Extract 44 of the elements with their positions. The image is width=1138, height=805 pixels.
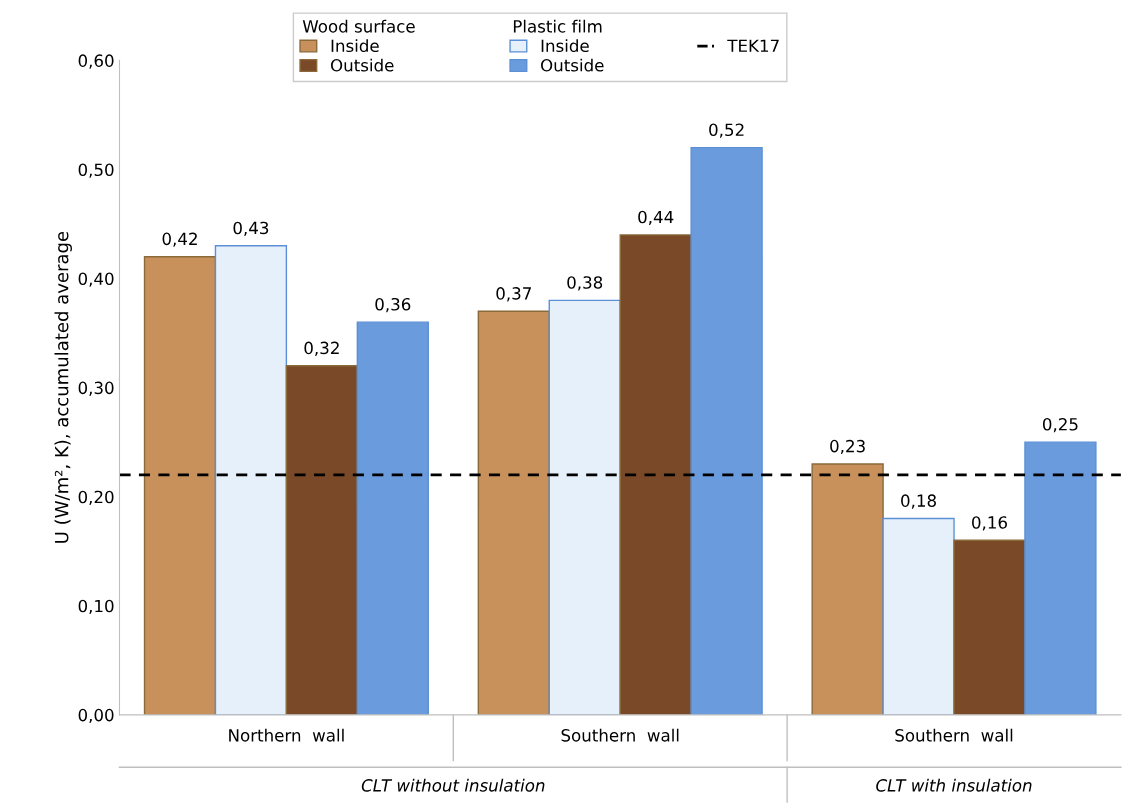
bar xyxy=(1024,441,1097,715)
data-label: 0,36 xyxy=(375,297,411,313)
bar xyxy=(619,234,692,715)
text: Wood surface xyxy=(302,19,415,33)
y-tick-label: 0,30 xyxy=(78,381,114,396)
y-tick-label: 0,60 xyxy=(78,54,114,69)
y-tick-label: 0,50 xyxy=(78,163,114,178)
legend-label: TEK17 xyxy=(727,39,779,52)
data-label: 0,38 xyxy=(567,276,603,291)
legend-label: Outside xyxy=(330,58,394,72)
x-tick-label: Northern wall xyxy=(229,728,344,742)
bar xyxy=(548,299,621,715)
bar xyxy=(143,256,217,715)
y-tick-label: 0,20 xyxy=(78,490,114,505)
bar xyxy=(214,245,288,715)
legend-label: Outside xyxy=(541,58,604,72)
text: Plastic film xyxy=(513,19,602,33)
legend-label: Inside xyxy=(541,39,589,53)
y-tick-label: 0,00 xyxy=(78,708,114,724)
data-label: 0,32 xyxy=(304,341,339,356)
data-label: 0,43 xyxy=(233,221,269,236)
bar xyxy=(356,321,429,715)
legend-label: Inside xyxy=(331,39,379,53)
y-tick-label: 0,10 xyxy=(78,599,114,615)
bar xyxy=(811,463,884,715)
bar xyxy=(690,146,763,715)
x-tick-label: Southern wall xyxy=(895,728,1013,742)
data-label: 0,23 xyxy=(830,439,865,455)
data-label: 0,25 xyxy=(1042,417,1078,433)
data-label: 0,52 xyxy=(709,123,744,138)
y-tick-label: 0,40 xyxy=(78,272,114,287)
data-label: 0,18 xyxy=(901,494,936,509)
x-tick-label: Southern wall xyxy=(561,728,679,742)
text: CLT without insulation xyxy=(361,778,545,792)
bar xyxy=(477,310,550,715)
text: CLT with insulation xyxy=(876,778,1032,792)
data-label: 0,37 xyxy=(496,287,531,302)
bar xyxy=(285,365,359,715)
data-label: 0,44 xyxy=(638,210,674,226)
bar xyxy=(953,539,1026,715)
bar xyxy=(882,517,955,715)
data-label: 0,16 xyxy=(972,516,1007,531)
data-label: 0,42 xyxy=(162,232,197,247)
y-axis-title: U (W/m², K), accumulated average xyxy=(54,231,72,543)
